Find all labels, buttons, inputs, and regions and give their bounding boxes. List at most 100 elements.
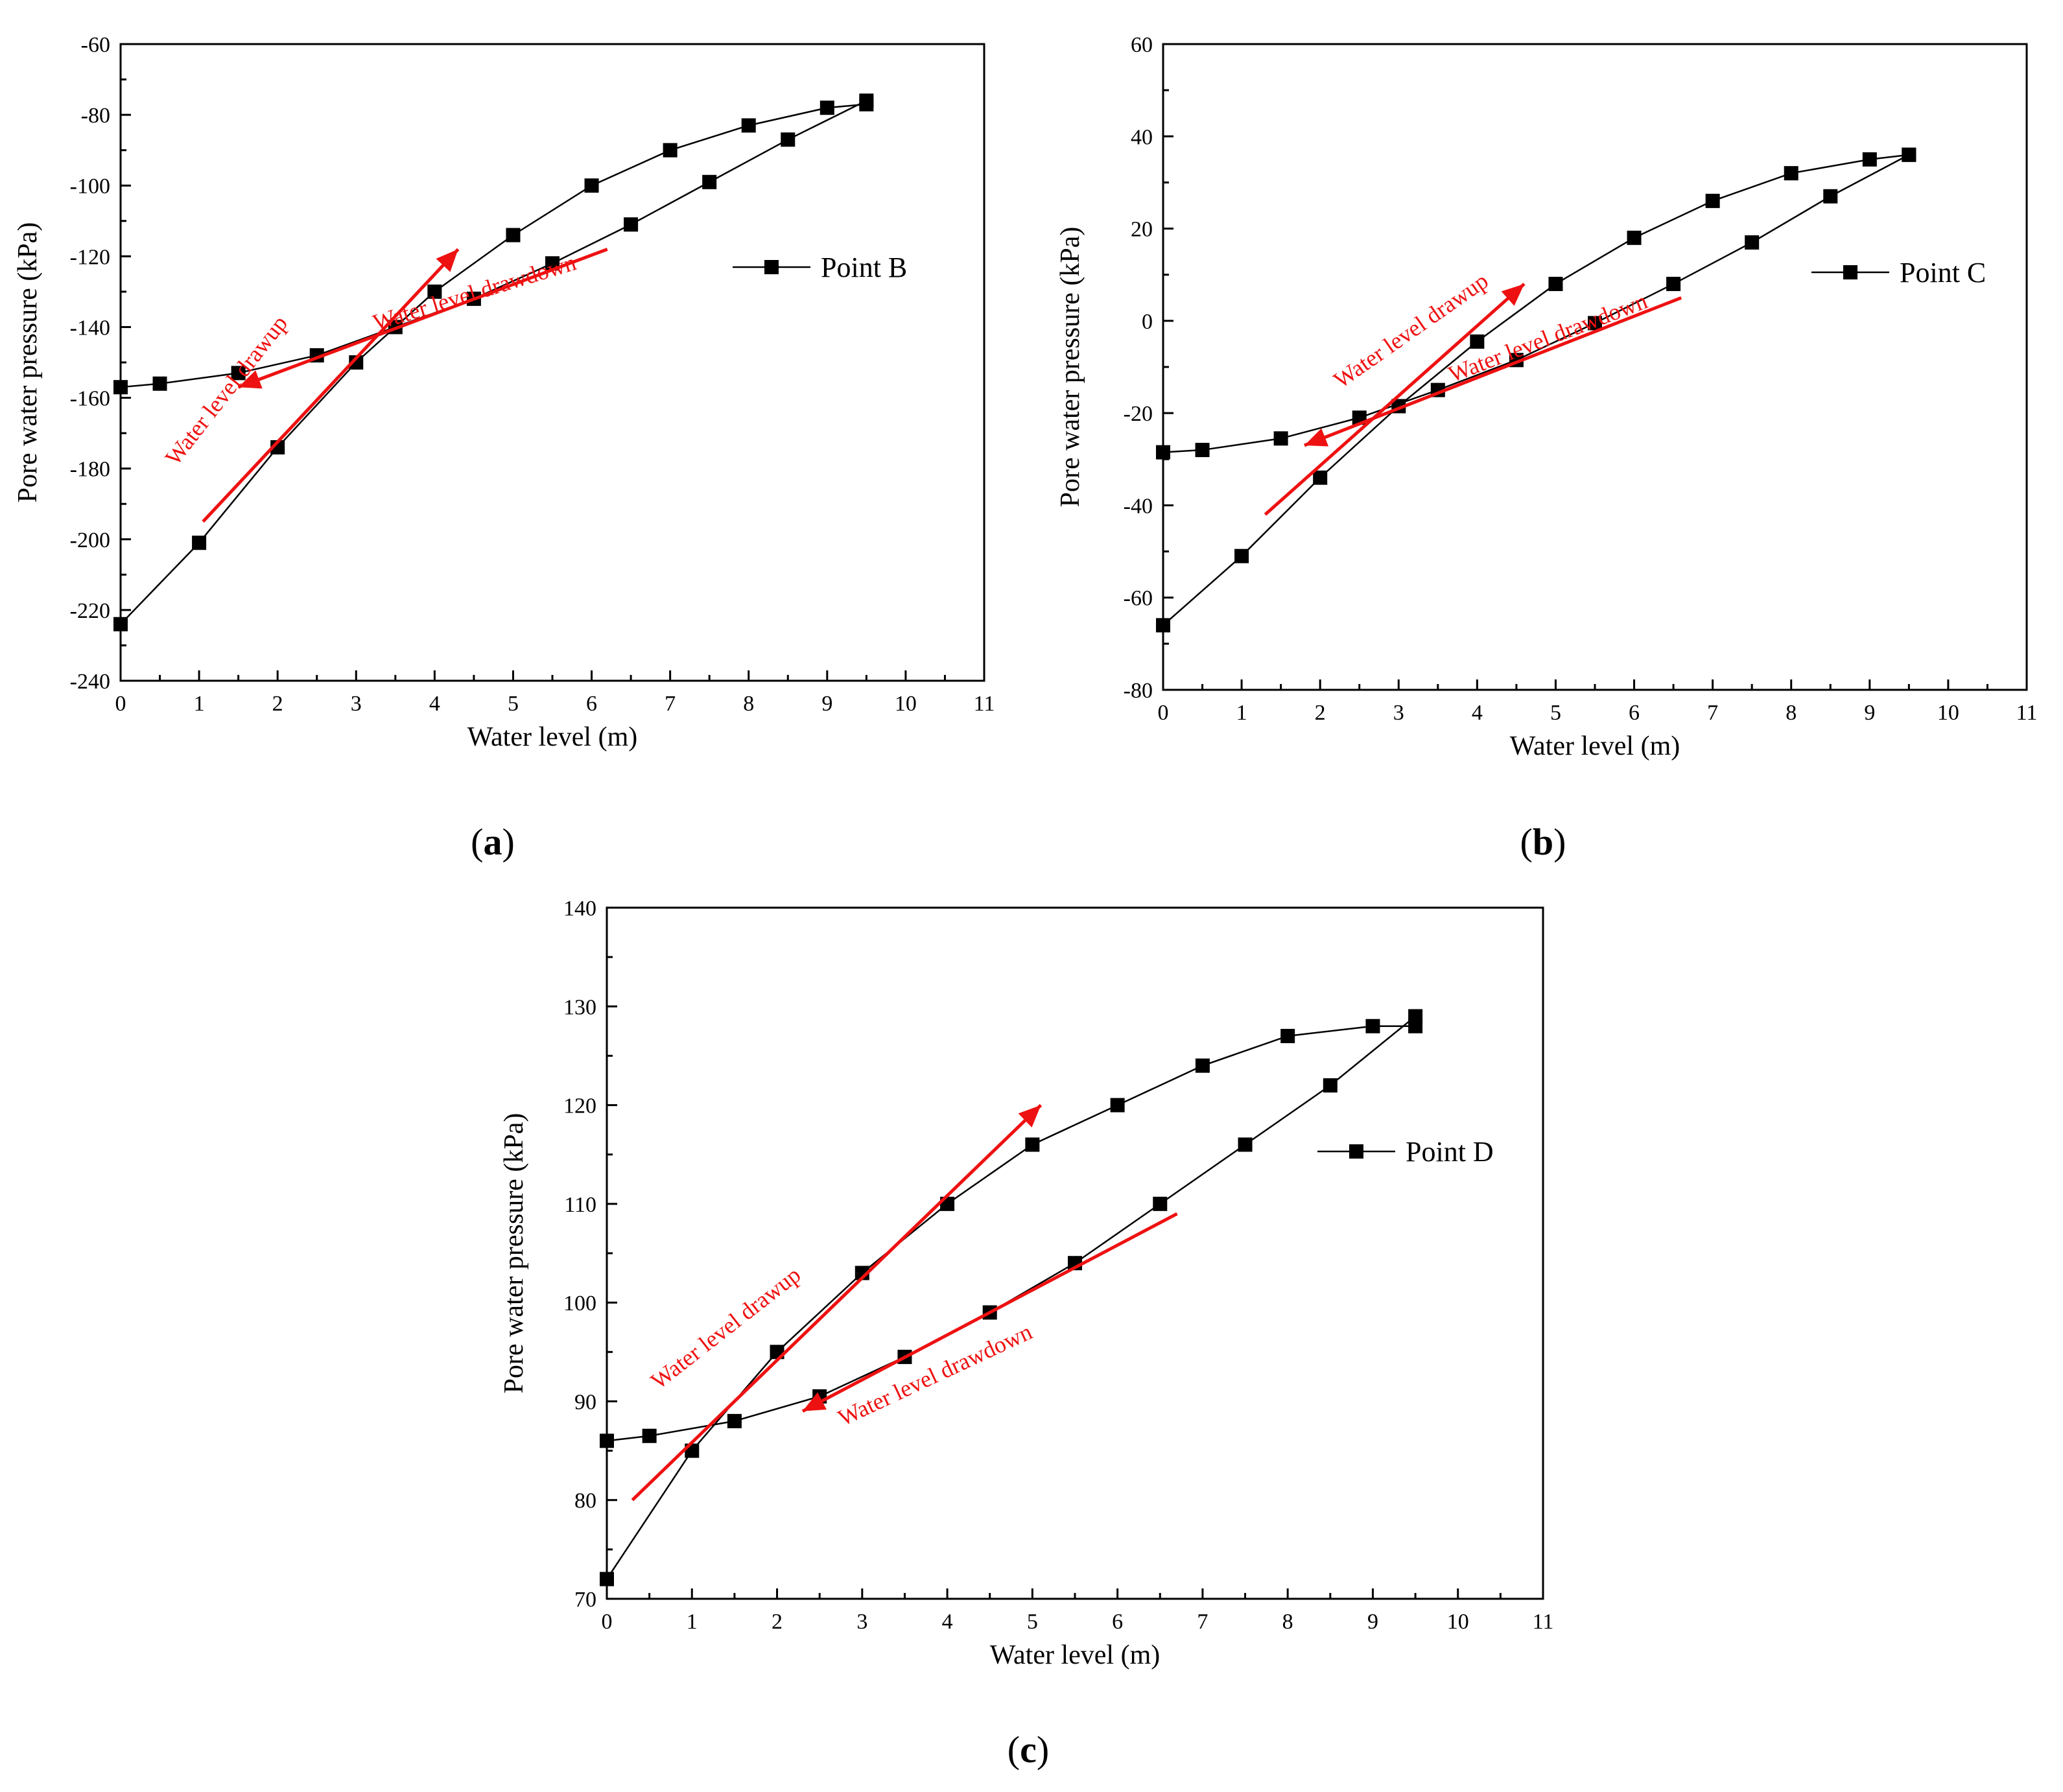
data-point <box>600 1572 614 1586</box>
x-tick-label: 3 <box>856 1610 867 1634</box>
panel-label: (b) <box>1520 821 1566 863</box>
data-point <box>1234 548 1249 563</box>
data-point <box>859 93 874 108</box>
y-tick-label: -40 <box>1124 494 1153 518</box>
data-point <box>152 376 167 391</box>
x-tick-label: 2 <box>1315 701 1326 725</box>
x-tick-label: 11 <box>974 692 995 716</box>
data-point <box>1784 166 1798 181</box>
x-tick-label: 8 <box>743 692 754 716</box>
data-point <box>741 118 756 133</box>
x-tick-label: 6 <box>586 692 597 716</box>
x-tick-label: 8 <box>1786 701 1797 725</box>
x-tick-label: 4 <box>942 1610 953 1634</box>
data-point <box>1156 445 1170 460</box>
x-tick-label: 3 <box>1393 701 1404 725</box>
annotation-arrowhead <box>436 249 458 272</box>
y-tick-label: 100 <box>563 1291 596 1315</box>
legend-label: Point C <box>1900 257 1986 289</box>
data-point <box>1110 1098 1125 1113</box>
x-tick-label: 0 <box>115 692 126 716</box>
data-point <box>1195 1058 1210 1073</box>
y-tick-label: -60 <box>81 33 110 57</box>
y-tick-label: -100 <box>70 174 110 198</box>
y-axis-label: Pore water pressure (kPa) <box>13 222 43 503</box>
data-point <box>1238 1137 1253 1152</box>
data-point <box>349 355 364 370</box>
data-point <box>192 536 207 550</box>
annotation-arrowhead <box>1501 283 1525 306</box>
x-tick-label: 10 <box>1937 701 1959 725</box>
chart-panel-a: 0 1 2 3 4 5 6 7 8 9 10 11 -240 -220 -200 -180 -160 -140 -1… <box>13 33 995 863</box>
x-tick-label: 8 <box>1282 1610 1293 1634</box>
data-point <box>1902 147 1916 162</box>
y-tick-label: 20 <box>1131 218 1153 242</box>
data-point <box>1862 152 1877 167</box>
annotation-arrow <box>1264 283 1526 516</box>
y-axis-label: Pore water pressure (kPa) <box>1055 227 1085 508</box>
panel-letter: c <box>1020 1728 1037 1771</box>
annotation-label: Water level drawup <box>646 1262 805 1395</box>
data-point <box>1745 235 1760 250</box>
y-tick-label: -60 <box>1124 587 1153 611</box>
y-tick-label: -120 <box>70 245 110 269</box>
data-point <box>1548 276 1563 291</box>
data-point <box>727 1413 742 1428</box>
data-point <box>819 100 834 115</box>
y-tick-label: -20 <box>1124 402 1153 426</box>
y-tick-label: 90 <box>574 1390 596 1414</box>
data-point <box>1705 193 1720 208</box>
x-tick-label: 11 <box>2016 701 2038 725</box>
chart-panel-c: 0 1 2 3 4 5 6 7 8 9 10 11 70 80 90 100 110 120 130 140 Water… <box>499 897 1553 1771</box>
annotation-arrowhead <box>238 370 263 389</box>
data-point <box>1156 618 1170 633</box>
data-point <box>1588 316 1602 331</box>
data-point <box>1323 1078 1338 1093</box>
x-tick-label: 0 <box>1158 701 1169 725</box>
x-axis-label: Water level (m) <box>1510 731 1680 761</box>
data-point <box>427 284 442 299</box>
annotation-arrow <box>1304 296 1682 447</box>
x-tick-label: 10 <box>895 692 917 716</box>
data-point <box>506 228 521 242</box>
panel-letter: b <box>1533 821 1553 863</box>
x-tick-label: 11 <box>1533 1610 1554 1634</box>
y-tick-label: 130 <box>563 995 596 1019</box>
data-point <box>1153 1196 1168 1211</box>
y-tick-label: -180 <box>70 458 110 482</box>
panel-label: (c) <box>1008 1728 1049 1771</box>
x-tick-label: 1 <box>1236 701 1247 725</box>
series-line-point-d <box>606 1014 1417 1580</box>
x-tick-label: 5 <box>508 692 519 716</box>
data-point <box>624 217 639 232</box>
data-point <box>1313 470 1328 485</box>
x-tick-label: 6 <box>1112 1610 1123 1634</box>
series-line-point-c <box>1162 154 1909 626</box>
x-tick-label: 3 <box>351 692 362 716</box>
y-tick-label: 140 <box>563 897 596 921</box>
annotation-arrowhead <box>1018 1105 1041 1127</box>
annotation-arrowhead <box>1304 428 1329 447</box>
y-tick-label: -220 <box>70 599 110 623</box>
y-tick-label: -240 <box>70 670 110 694</box>
y-tick-label: -200 <box>70 528 110 552</box>
legend-marker <box>764 260 779 274</box>
data-point <box>702 174 717 189</box>
x-tick-label: 5 <box>1027 1610 1038 1634</box>
x-tick-label: 2 <box>272 692 283 716</box>
x-axis-label: Water level (m) <box>467 722 637 752</box>
y-tick-label: 40 <box>1131 125 1153 149</box>
data-point <box>231 366 246 381</box>
legend-marker <box>1843 265 1857 279</box>
y-tick-label: 0 <box>1142 310 1153 334</box>
x-tick-label: 9 <box>1864 701 1875 725</box>
x-tick-label: 4 <box>1472 701 1483 725</box>
legend-label: Point B <box>821 252 907 283</box>
y-tick-label: 60 <box>1131 33 1153 57</box>
x-axis-label: Water level (m) <box>990 1640 1160 1670</box>
data-point <box>1273 431 1288 446</box>
data-point <box>584 178 599 193</box>
plot-frame <box>1162 43 2028 691</box>
y-tick-label: 120 <box>563 1094 596 1118</box>
data-point <box>113 617 128 631</box>
